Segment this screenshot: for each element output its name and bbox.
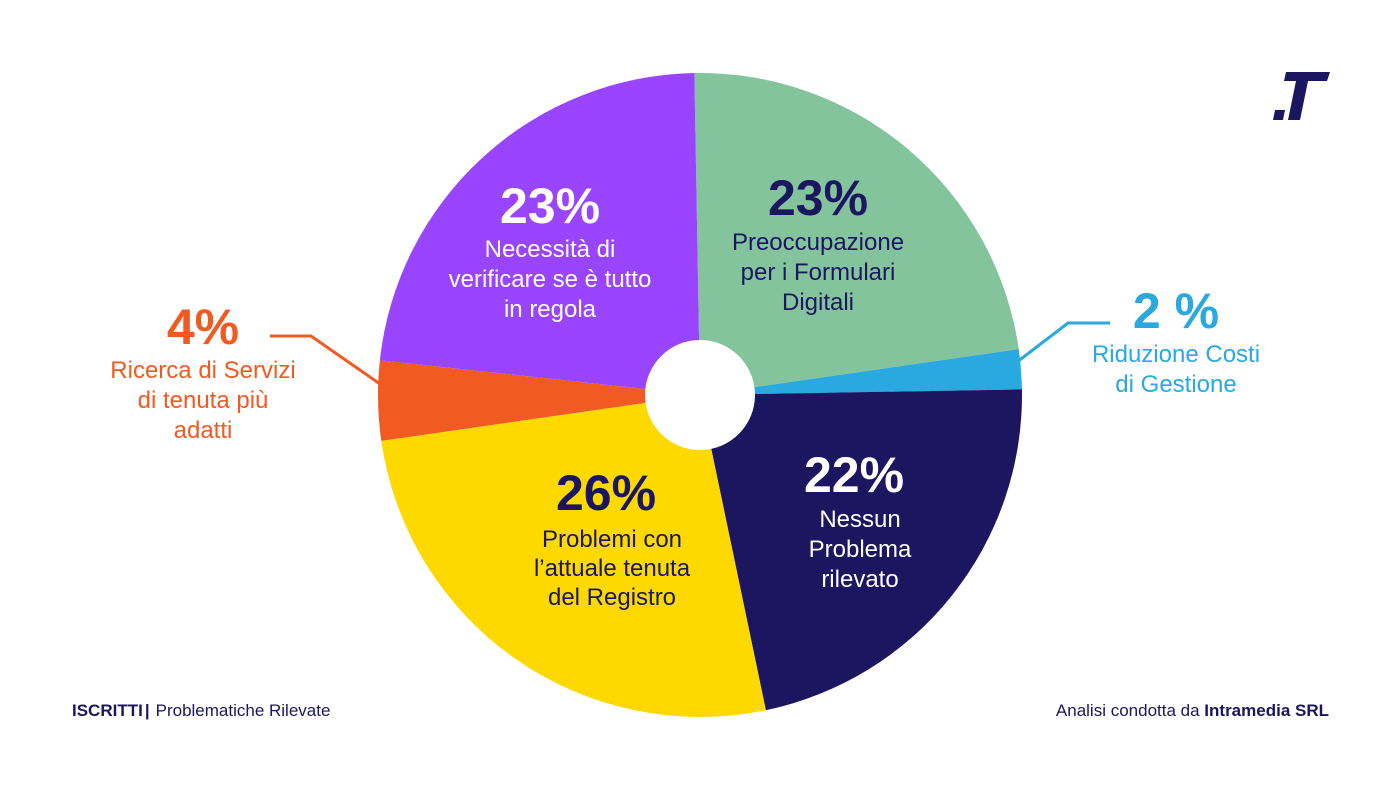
section-name: ISCRITTI (72, 701, 143, 720)
pie-slice-costi (700, 349, 1022, 395)
section-subtitle: Problematiche Rilevate (155, 701, 331, 720)
footer-credit: Analisi condotta da Intramedia SRL (1056, 701, 1329, 721)
slice-percent-nessun-problema: 22% (804, 447, 904, 503)
slice-label-registro: Problemi con l’attuale tenuta del Registro (534, 526, 691, 611)
footer-section-label: ISCRITTI | Problematiche Rilevate (72, 701, 330, 721)
slice-label-costi: Riduzione Costi di Gestione (1092, 341, 1260, 398)
pie-center-hole (645, 340, 755, 450)
T-brand-logo-icon (1273, 72, 1330, 120)
slice-percent-verificare: 23% (500, 178, 600, 234)
pie-slice-servizi (377, 360, 700, 441)
slice-label-nessun-problema: Nessun Problema rilevato (809, 506, 912, 593)
leader-line-costi (1016, 321, 1110, 364)
slice-label-verificare: Necessità di verificare se è tutto in rego… (449, 236, 652, 323)
credit-company: Intramedia SRL (1204, 701, 1329, 720)
pie-slice-verificare (379, 73, 700, 396)
pie-slice-registro (381, 395, 766, 718)
pie-slice-nessun-problema (700, 389, 1022, 711)
slice-label-servizi: Ricerca di Servizi di tenuta più adatti (110, 357, 295, 444)
slice-percent-formulari: 23% (768, 170, 868, 226)
footer-separator: | (144, 701, 150, 720)
leader-line-servizi (270, 334, 381, 386)
slice-label-formulari: Preoccupazione per i Formulari Digitali (732, 229, 904, 316)
slice-percent-costi: 2 % (1133, 283, 1219, 339)
pie-slices (377, 73, 1022, 718)
pie-slice-formulari (694, 73, 1019, 395)
slice-percent-servizi: 4% (167, 299, 239, 355)
slice-percent-registro: 26% (556, 465, 656, 521)
credit-prefix: Analisi condotta da (1055, 701, 1200, 720)
